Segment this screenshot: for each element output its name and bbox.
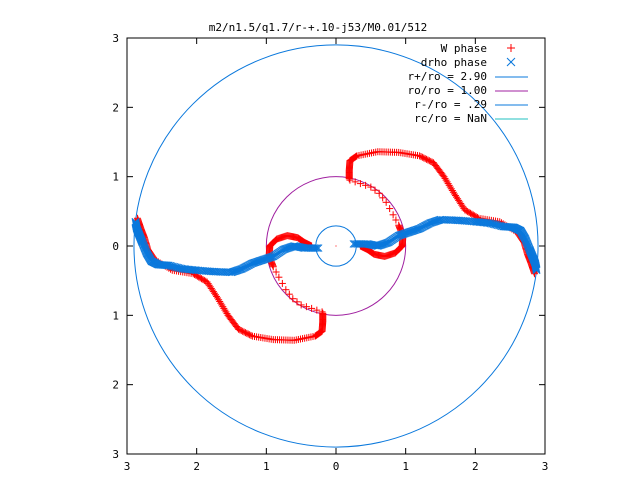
legend-label-w-phase: W phase <box>441 42 487 55</box>
data-point <box>532 266 541 275</box>
series-0-branch-3 <box>265 232 326 316</box>
y-tick-label: 0 <box>112 240 119 253</box>
x-tick-label: 0 <box>333 460 340 473</box>
x-tick-label: 1 <box>402 460 409 473</box>
y-tick-label: 1 <box>112 309 119 322</box>
y-tick-label: 1 <box>112 171 119 184</box>
x-tick-label: 2 <box>472 460 479 473</box>
legend-label-drho-phase: drho phase <box>421 56 487 69</box>
y-tick-label: 2 <box>112 379 119 392</box>
series-0-branch-1 <box>133 214 327 344</box>
x-tick-label: 3 <box>124 460 131 473</box>
y-tick-label: 3 <box>112 448 119 461</box>
series-1-branch-0 <box>349 215 541 275</box>
legend-label-r-plus: r+/ro = 2.90 <box>408 70 487 83</box>
y-tick-label: 2 <box>112 101 119 114</box>
x-tick-label: 1 <box>263 460 270 473</box>
legend-label-ro: ro/ro = 1.00 <box>408 84 487 97</box>
data-point <box>131 217 140 226</box>
center-point <box>335 245 337 247</box>
x-tick-label: 2 <box>193 460 200 473</box>
legend-cross <box>506 57 516 67</box>
legend-marker-drho-phase <box>506 57 516 67</box>
data-point <box>155 260 164 269</box>
series-0-branch-0 <box>345 148 539 278</box>
data-point <box>508 223 517 232</box>
x-tick-labels: 3 2 1 0 1 2 3 <box>124 460 549 473</box>
data-point <box>507 223 516 231</box>
chart-title: m2/n1.5/q1.7/r-+.10-j53/M0.01/512 <box>209 21 428 34</box>
legend-label-rc: rc/ro = NaN <box>414 112 487 125</box>
points-layer <box>131 148 541 344</box>
tick-layer <box>126 37 546 455</box>
y-tick-label: 3 <box>112 32 119 45</box>
x-tick-label: 3 <box>542 460 549 473</box>
legend-label-r-minus: r-/ro = .29 <box>414 98 487 111</box>
circle-2 <box>133 44 539 448</box>
legend: W phase drho phase r+/ro = 2.90 ro/ro = … <box>408 42 528 125</box>
legend-marker-w-phase <box>507 44 515 52</box>
series-0-branch-2 <box>346 176 407 260</box>
y-tick-labels: 3 2 1 0 1 2 3 <box>112 32 119 461</box>
series-1-branch-1 <box>131 217 323 277</box>
data-point <box>156 261 165 269</box>
